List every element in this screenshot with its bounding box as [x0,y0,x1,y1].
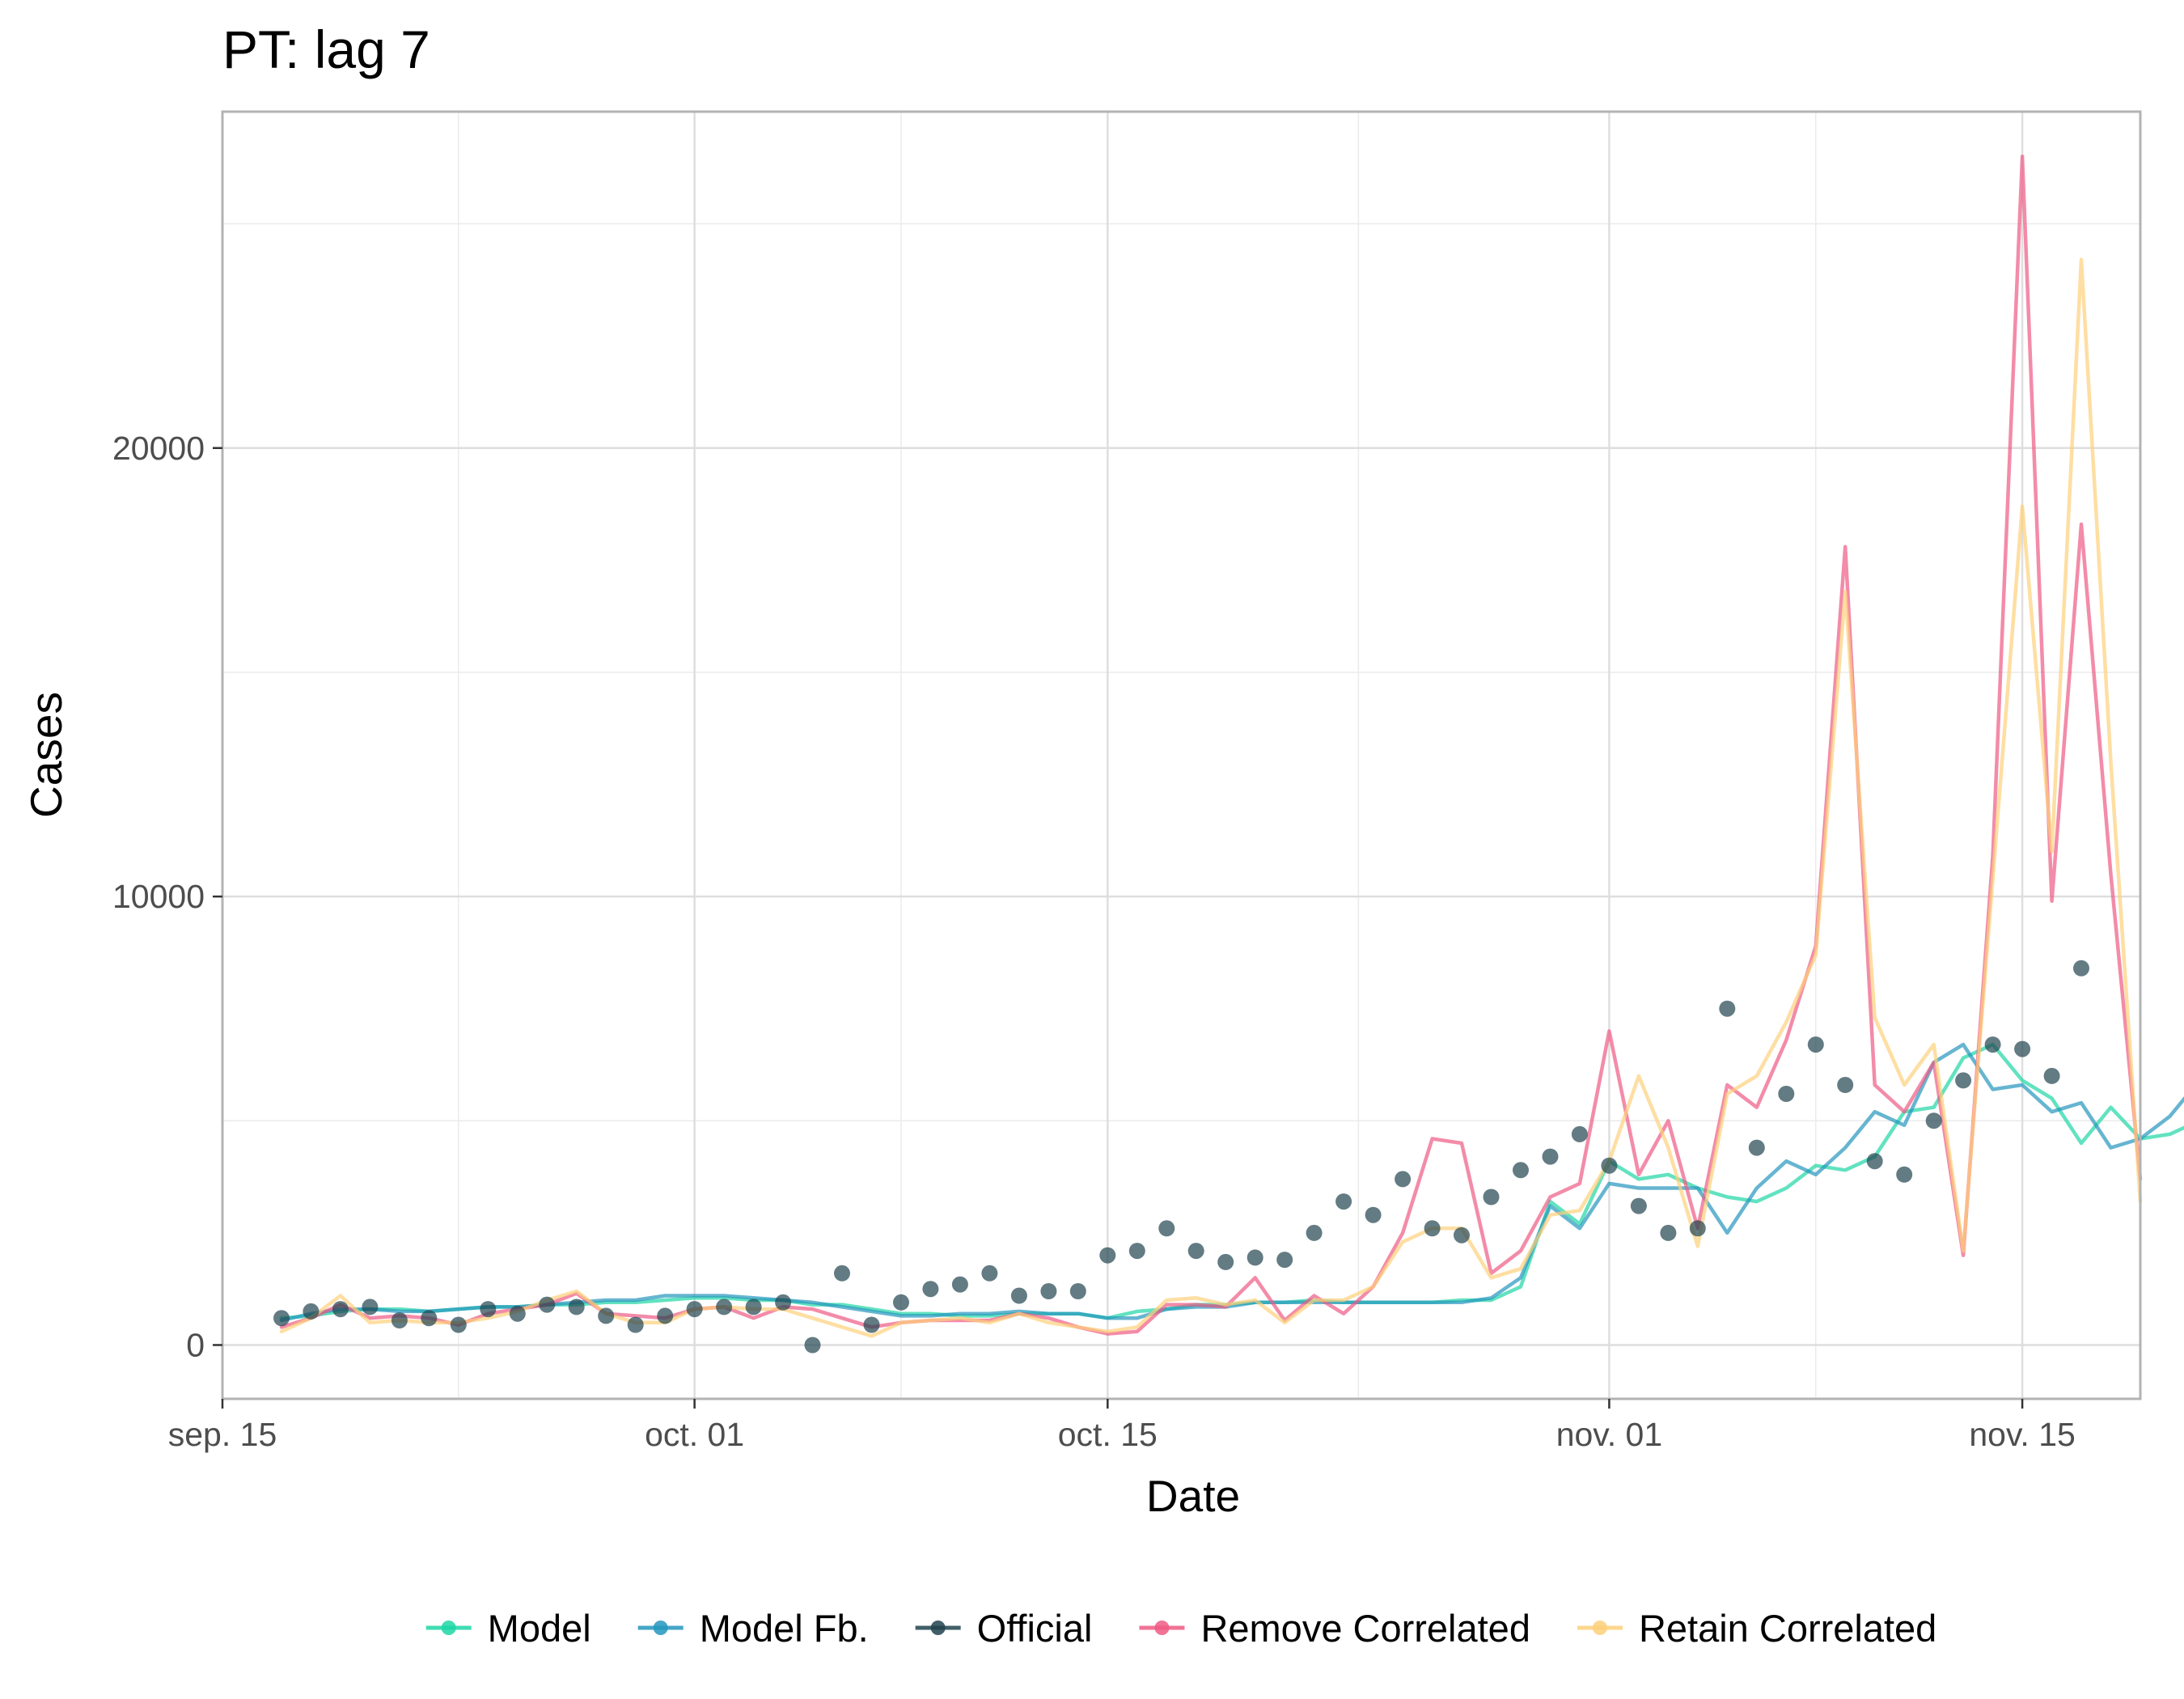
data-point [2073,960,2089,977]
data-point [686,1301,703,1318]
data-point [362,1299,379,1316]
data-point [2014,1040,2031,1057]
legend-label: Remove Correlated [1200,1607,1530,1650]
data-point [1630,1197,1647,1214]
data-point [745,1299,762,1316]
legend-item-model-fb: Model Fb. [637,1607,869,1650]
data-point [804,1337,821,1354]
data-point [1778,1086,1795,1102]
legend-key-point [653,1621,668,1635]
data-point [1040,1283,1057,1299]
x-tick-label: oct. 01 [645,1416,744,1453]
data-point [539,1296,556,1313]
data-point [1660,1224,1677,1241]
data-point [1896,1166,1913,1183]
legend-item-official: Official [915,1607,1093,1650]
data-point [480,1301,497,1318]
data-point [1513,1162,1529,1179]
data-point [1395,1171,1412,1188]
y-axis: 0 10000 20000 [112,430,222,1363]
data-point [1276,1252,1293,1269]
data-point [1542,1148,1559,1165]
data-point [391,1312,408,1328]
data-point [1807,1036,1824,1053]
data-point [1335,1193,1352,1210]
data-point [1955,1072,1972,1089]
data-point [893,1294,909,1311]
legend-key-point [1154,1621,1170,1635]
legend-key-point [930,1621,946,1635]
legend-label: Retain Correlated [1639,1607,1936,1650]
data-point [450,1316,467,1333]
legend: Model Model Fb. Official Remove Correlated R… [425,1607,1936,1650]
data-point [716,1299,733,1316]
legend-item-model: Model [425,1607,591,1650]
data-point [1719,1000,1736,1017]
legend-item-retain-correlated: Retain Correlated [1577,1607,1936,1650]
data-point [1010,1287,1027,1304]
x-axis: sep. 15 oct. 01 oct. 15 nov. 01 nov. 15 [168,1399,2076,1453]
data-point [1246,1249,1263,1266]
data-point [775,1294,792,1311]
data-point [1099,1247,1116,1264]
legend-item-remove-correlated: Remove Correlated [1139,1607,1530,1650]
data-point [598,1307,615,1324]
data-point [1128,1243,1145,1260]
panel-border [221,110,2142,1400]
data-point [863,1316,880,1333]
legend-key-point [441,1621,456,1635]
data-point [922,1281,939,1298]
chart-title: PT: lag 7 [222,19,430,79]
data-point [1454,1227,1470,1244]
data-point [509,1305,526,1322]
data-point [1424,1220,1441,1237]
legend-label: Model [488,1607,591,1650]
data-point [273,1310,290,1327]
data-point [303,1303,320,1320]
data-point [1689,1220,1706,1237]
data-point [1984,1036,2001,1053]
legend-key-point [1592,1621,1607,1635]
legend-label: Official [977,1607,1093,1650]
data-point [421,1310,438,1327]
data-point [1571,1125,1588,1142]
x-tick-label: oct. 15 [1058,1416,1158,1453]
data-point [951,1276,968,1293]
data-point [1601,1157,1618,1174]
data-point [1483,1188,1500,1205]
data-point [2043,1067,2060,1084]
x-axis-title: Date [1146,1471,1240,1521]
series-layer [273,155,2184,1354]
data-point [1069,1283,1086,1299]
data-point [1866,1153,1883,1170]
series-points-official [273,960,2089,1354]
series-line-retain-correlated [279,257,2143,1338]
y-tick-label: 10000 [112,878,205,915]
x-tick-label: nov. 01 [1556,1416,1662,1453]
data-point [1306,1224,1323,1241]
data-point [657,1307,674,1324]
x-tick-label: nov. 15 [1969,1416,2075,1453]
data-point [1365,1206,1382,1223]
y-axis-title: Cases [21,692,71,818]
data-point [332,1301,349,1318]
panel-background [222,112,2140,1399]
data-point [1187,1243,1204,1260]
data-point [834,1265,850,1282]
grid-minor [222,112,2140,1399]
y-tick-label: 0 [186,1326,205,1363]
data-point [981,1265,998,1282]
data-point [1837,1077,1854,1093]
data-point [1748,1139,1765,1156]
y-tick-label: 20000 [112,430,205,467]
data-point [1217,1253,1234,1270]
data-point [627,1316,644,1333]
x-tick-label: sep. 15 [168,1416,277,1453]
data-point [1925,1112,1942,1129]
data-point [1158,1220,1175,1237]
data-point [568,1299,585,1316]
legend-label: Model Fb. [700,1607,869,1650]
